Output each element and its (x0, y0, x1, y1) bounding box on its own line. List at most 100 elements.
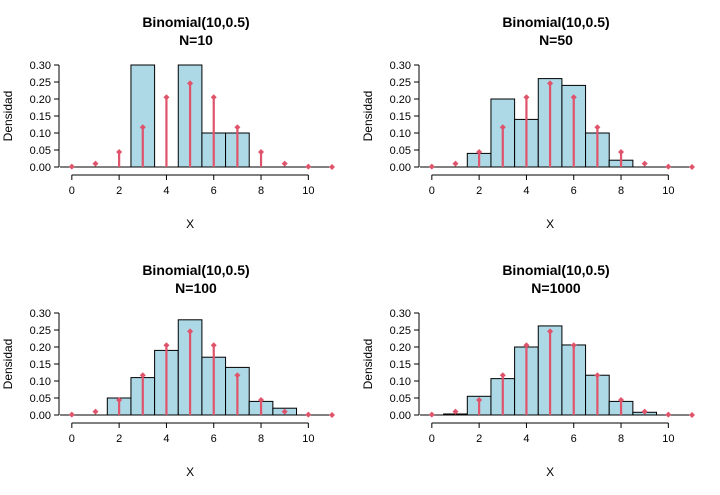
y-tick-label: 0.00 (390, 162, 411, 174)
pmf-point (234, 124, 241, 131)
pmf-point (547, 80, 554, 87)
chart-title: Binomial(10,0.5) (502, 262, 609, 278)
pmf-point (258, 397, 265, 404)
y-tick-label: 0.25 (30, 325, 51, 337)
y-tick-label: 0.25 (390, 77, 411, 89)
x-tick-label: 0 (429, 433, 435, 445)
pmf-point (570, 342, 577, 349)
pmf-point (665, 411, 672, 418)
pmf-point (452, 160, 459, 167)
x-tick-label: 0 (69, 433, 75, 445)
pmf-point (523, 342, 530, 349)
chart-subtitle: N=1000 (531, 280, 581, 296)
pmf-point (499, 372, 506, 379)
y-tick-label: 0.05 (390, 393, 411, 405)
pmf-point (618, 397, 625, 404)
pmf-point (305, 163, 312, 170)
y-tick-label: 0.15 (390, 111, 411, 123)
pmf-point (594, 124, 601, 131)
y-tick-label: 0.20 (30, 342, 51, 354)
pmf-point (618, 149, 625, 156)
chart-title: Binomial(10,0.5) (142, 262, 249, 278)
pmf-point (187, 80, 194, 87)
y-tick-label: 0.05 (30, 393, 51, 405)
x-axis-label: X (546, 217, 554, 231)
x-tick-label: 4 (163, 185, 169, 197)
pmf-point (641, 408, 648, 415)
x-tick-label: 8 (618, 433, 624, 445)
x-tick-label: 2 (476, 185, 482, 197)
y-tick-label: 0.10 (30, 376, 51, 388)
pmf-point (163, 94, 170, 101)
pmf-point (139, 124, 146, 131)
y-tick-label: 0.10 (390, 376, 411, 388)
chart-panel-4: Binomial(10,0.5) N=1000 0.00 0.05 0.10 0.15 0.… (361, 262, 695, 479)
x-tick-label: 6 (571, 433, 577, 445)
chart-panel-3: Binomial(10,0.5) N=100 0.00 0.05 0.10 0.15 0.2… (1, 262, 335, 479)
y-tick-label: 0.20 (390, 342, 411, 354)
y-tick-label: 0.25 (30, 77, 51, 89)
x-tick-label: 10 (662, 433, 674, 445)
x-tick-label: 4 (163, 433, 169, 445)
y-tick-label: 0.30 (30, 60, 51, 72)
pmf-point (499, 124, 506, 131)
pmf-point (92, 408, 99, 415)
chart-subtitle: N=50 (539, 32, 573, 48)
x-tick-label: 10 (662, 185, 674, 197)
y-tick-label: 0.30 (390, 308, 411, 320)
x-tick-label: 8 (258, 433, 264, 445)
pmf-point (281, 408, 288, 415)
pmf-point (641, 160, 648, 167)
pmf-point (139, 372, 146, 379)
pmf-point (329, 164, 335, 170)
y-tick-label: 0.15 (30, 111, 51, 123)
chart-subtitle: N=100 (175, 280, 217, 296)
y-axis-label: Densidad (1, 339, 15, 390)
y-axis-label: Densidad (361, 339, 375, 390)
y-tick-label: 0.20 (390, 94, 411, 106)
pmf-point (523, 94, 530, 101)
pmf-point (547, 328, 554, 335)
pmf-point (116, 149, 123, 156)
pmf-point (594, 372, 601, 379)
y-tick-label: 0.05 (390, 145, 411, 157)
x-tick-label: 4 (523, 433, 529, 445)
y-tick-label: 0.15 (30, 359, 51, 371)
pmf-point (329, 412, 335, 418)
x-tick-label: 8 (618, 185, 624, 197)
y-tick-label: 0.05 (30, 145, 51, 157)
x-axis-label: X (186, 217, 194, 231)
y-tick-label: 0.15 (390, 359, 411, 371)
pmf-point (665, 163, 672, 170)
x-tick-label: 8 (258, 185, 264, 197)
pmf-point (452, 408, 459, 415)
x-tick-label: 2 (116, 433, 122, 445)
x-axis-label: X (546, 465, 554, 479)
x-tick-label: 4 (523, 185, 529, 197)
x-tick-label: 10 (302, 433, 314, 445)
pmf-point (116, 397, 123, 404)
pmf-point (163, 342, 170, 349)
y-axis-label: Densidad (361, 91, 375, 142)
pmf-point (689, 164, 695, 170)
x-tick-label: 2 (116, 185, 122, 197)
y-tick-label: 0.00 (30, 162, 51, 174)
pmf-point (258, 149, 265, 156)
x-tick-label: 0 (69, 185, 75, 197)
y-tick-label: 0.00 (30, 410, 51, 422)
pmf-point (234, 372, 241, 379)
pmf-point (68, 411, 75, 418)
y-tick-label: 0.00 (390, 410, 411, 422)
y-tick-label: 0.20 (30, 94, 51, 106)
x-axis-label: X (186, 465, 194, 479)
pmf-point (92, 160, 99, 167)
x-tick-label: 6 (211, 433, 217, 445)
y-tick-label: 0.10 (30, 128, 51, 140)
x-tick-label: 0 (429, 185, 435, 197)
pmf-point (210, 342, 217, 349)
y-tick-label: 0.30 (30, 308, 51, 320)
pmf-point (476, 149, 483, 156)
y-axis-label: Densidad (1, 91, 15, 142)
x-tick-label: 2 (476, 433, 482, 445)
